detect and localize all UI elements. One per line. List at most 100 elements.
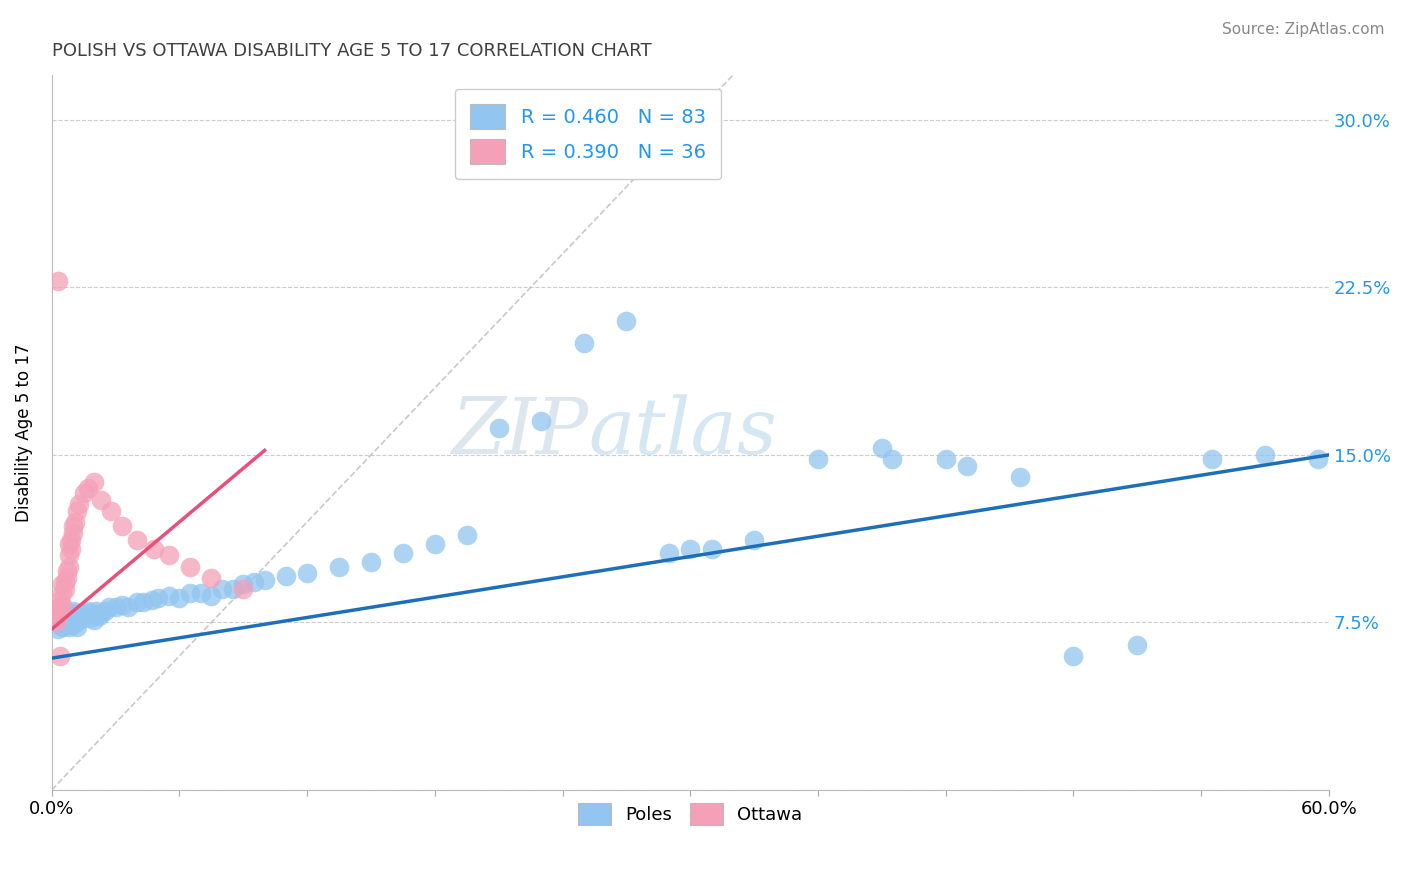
Point (1010, 470, 1032, 484)
Point (58, 537, 80, 551)
Point (62, 526, 84, 541)
Point (221, 582, 243, 596)
Point (90, 492, 112, 507)
Point (77, 482, 100, 496)
Point (55, 564, 77, 578)
Point (67, 497, 90, 511)
Point (46, 622, 69, 636)
Point (58, 549, 80, 563)
Text: Source: ZipAtlas.com: Source: ZipAtlas.com (1222, 22, 1385, 37)
Point (51, 598, 73, 612)
Point (142, 541, 165, 556)
Legend: Poles, Ottawa: Poles, Ottawa (569, 795, 811, 835)
Point (274, 568, 297, 582)
Point (46, 274, 69, 288)
Point (46, 599, 69, 614)
Point (295, 566, 318, 581)
Point (125, 533, 148, 547)
Point (146, 591, 169, 605)
Point (157, 589, 180, 603)
Point (700, 541, 723, 556)
Point (77, 604, 100, 618)
Point (243, 575, 266, 590)
Point (1126, 638, 1149, 652)
Point (658, 546, 681, 560)
Point (45, 615, 67, 630)
Point (51, 586, 73, 600)
Text: atlas: atlas (588, 394, 778, 471)
Point (75, 607, 97, 621)
Point (63, 515, 86, 529)
Point (51, 607, 73, 621)
Point (232, 582, 254, 596)
Point (53, 604, 76, 618)
Point (87, 608, 110, 623)
Point (1254, 448, 1277, 462)
Point (53, 615, 76, 630)
Point (98, 599, 121, 614)
Point (157, 549, 180, 563)
Point (211, 582, 233, 596)
Point (179, 586, 201, 600)
Point (488, 421, 510, 435)
Point (62, 617, 84, 632)
Point (49, 617, 72, 632)
Point (58, 559, 80, 574)
Point (1062, 648, 1084, 663)
Point (55, 613, 77, 627)
Point (58, 607, 80, 621)
Point (253, 573, 276, 587)
Point (49, 593, 72, 607)
Point (62, 519, 84, 533)
Point (1201, 452, 1223, 467)
Point (616, 314, 638, 328)
Point (190, 586, 212, 600)
Point (125, 595, 148, 609)
Point (58, 611, 80, 625)
Point (55, 571, 77, 585)
Point (104, 599, 127, 614)
Point (66, 504, 89, 518)
Point (59, 607, 82, 621)
Point (59, 541, 82, 556)
Point (55, 617, 77, 632)
Point (53, 575, 76, 590)
Point (456, 528, 478, 542)
Point (679, 541, 702, 556)
Point (83, 613, 105, 627)
Point (49, 604, 72, 618)
Point (141, 593, 163, 607)
Point (49, 648, 72, 663)
Point (111, 598, 134, 612)
Point (67, 607, 90, 621)
Point (59, 533, 82, 547)
Point (82, 607, 104, 621)
Point (90, 607, 112, 621)
Point (62, 604, 84, 618)
Text: ZIP: ZIP (451, 394, 588, 471)
Point (45, 615, 67, 630)
Point (55, 608, 77, 623)
Point (70, 611, 93, 625)
Point (66, 620, 89, 634)
Y-axis label: Disability Age 5 to 17: Disability Age 5 to 17 (15, 343, 32, 522)
Point (956, 458, 979, 473)
Point (870, 441, 893, 455)
Point (117, 599, 139, 614)
Point (882, 452, 904, 467)
Point (73, 608, 96, 623)
Point (66, 608, 89, 623)
Point (53, 611, 76, 625)
Point (58, 620, 80, 634)
Point (111, 519, 134, 533)
Point (935, 452, 957, 467)
Point (232, 577, 254, 591)
Point (53, 582, 76, 596)
Point (67, 613, 90, 627)
Point (83, 475, 105, 489)
Point (423, 537, 446, 551)
Point (742, 533, 765, 547)
Point (49, 604, 72, 618)
Point (392, 546, 415, 560)
Point (807, 452, 830, 467)
